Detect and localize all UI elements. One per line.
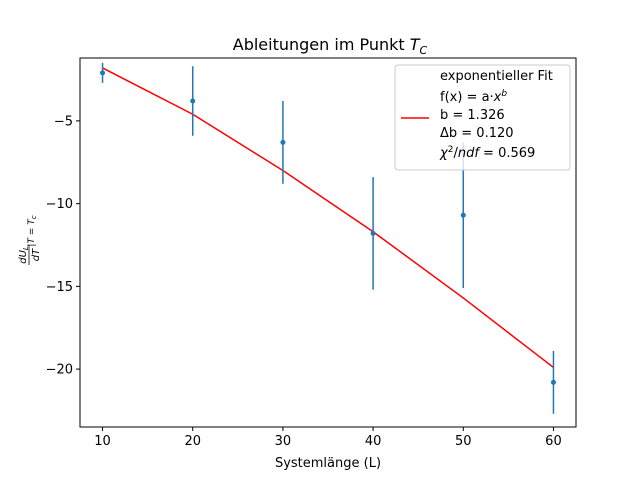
- axes-frame: [79, 57, 577, 428]
- y-tick-label: −20: [46, 363, 73, 378]
- fit-layer: [102, 67, 554, 369]
- y-label-den: dT: [31, 248, 42, 261]
- legend-line-1: exponentieller Fit: [440, 69, 553, 84]
- legend: exponentieller Fit f(x) = a·xb b = 1.326…: [394, 64, 571, 171]
- data-point: [280, 139, 286, 145]
- legend-line-4: Δb = 0.120: [440, 126, 514, 141]
- x-tick-label: 20: [184, 434, 201, 449]
- data-point: [460, 212, 466, 218]
- y-tick-label: −15: [46, 280, 73, 295]
- legend-box: [394, 64, 571, 171]
- x-tick-label: 40: [365, 434, 382, 449]
- x-tick-label: 60: [545, 434, 562, 449]
- y-tick-label: −10: [46, 197, 73, 212]
- x-axis-label: Systemlänge (L): [275, 456, 381, 471]
- x-tick-label: 30: [275, 434, 292, 449]
- data-point: [370, 230, 376, 236]
- x-tick-label: 10: [94, 434, 111, 449]
- legend-line-5: χ2/ndf = 0.569: [439, 145, 535, 161]
- svg-text:dUL: dUL: [18, 246, 30, 264]
- data-point: [550, 379, 556, 385]
- x-tick-label: 50: [455, 434, 472, 449]
- data-point: [190, 98, 196, 104]
- y-label-eval: |T = Tc: [27, 215, 38, 246]
- y-tick-label: −5: [54, 114, 73, 129]
- legend-line-3: b = 1.326: [440, 108, 505, 123]
- y-label-num: dU: [18, 249, 29, 263]
- axis-ticks: 10 20 30 40 50 60 −5 −10 −15 −20: [46, 114, 562, 449]
- legend-line-2: f(x) = a·xb: [440, 89, 507, 105]
- chart-title: Ableitungen im Punkt TC: [233, 35, 428, 57]
- fit-line: [102, 67, 554, 369]
- data-point: [100, 70, 106, 76]
- y-axis-label: dUL dT |T = Tc: [18, 215, 42, 265]
